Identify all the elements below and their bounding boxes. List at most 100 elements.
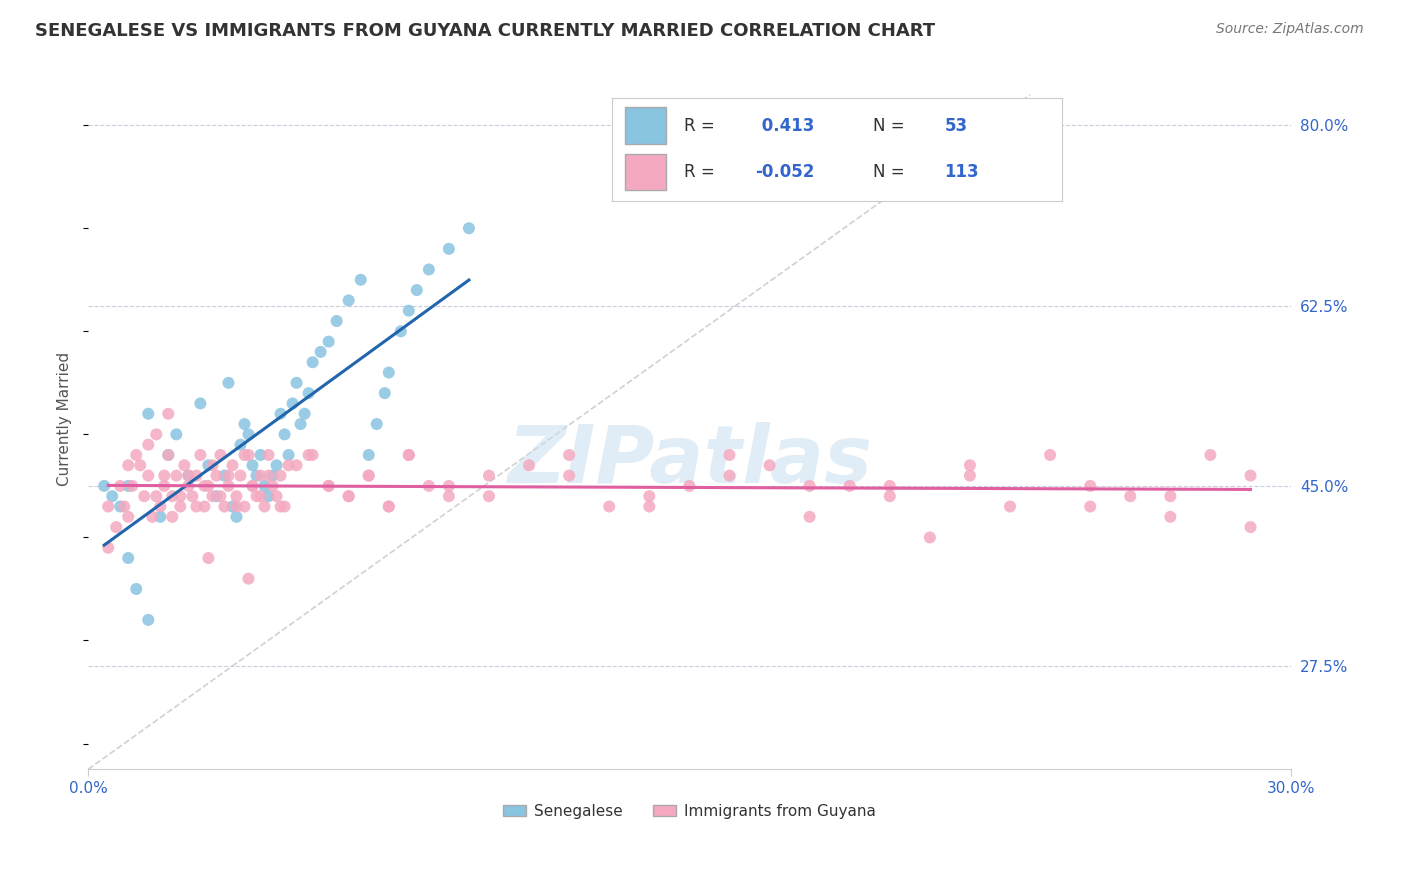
Point [1039,448,1062,462]
Point [221,458,243,473]
Point [136,613,159,627]
Text: SENEGALESE VS IMMIGRANTS FROM GUYANA CURRENTLY MARRIED CORRELATION CHART: SENEGALESE VS IMMIGRANTS FROM GUYANA CUR… [35,22,935,40]
Point [309,345,332,359]
Point [225,509,247,524]
Point [197,479,219,493]
Point [221,500,243,514]
Point [112,500,135,514]
Point [217,468,239,483]
Point [125,448,148,462]
Point [1239,468,1261,483]
Text: 53: 53 [945,117,967,135]
Point [598,500,620,514]
Point [918,530,941,544]
Point [201,458,224,473]
Point [517,458,540,473]
Point [242,458,264,473]
Point [249,489,271,503]
Point [162,489,184,503]
Point [145,427,167,442]
Point [165,427,187,442]
Point [165,468,187,483]
Point [121,479,143,493]
Point [225,489,247,503]
Point [799,479,821,493]
Point [297,386,319,401]
Point [149,500,172,514]
Point [337,489,360,503]
Point [136,438,159,452]
Point [1078,479,1101,493]
Legend: Senegalese, Immigrants from Guyana: Senegalese, Immigrants from Guyana [498,797,882,825]
Point [253,500,276,514]
Point [193,479,215,493]
Point [325,314,347,328]
Point [197,551,219,566]
Point [157,407,180,421]
Point [205,489,228,503]
Point [173,458,195,473]
Point [318,479,340,493]
Point [177,468,200,483]
Point [301,448,323,462]
Point [245,489,267,503]
Point [285,458,308,473]
Point [101,489,124,503]
Point [253,479,276,493]
Point [301,355,323,369]
Point [157,448,180,462]
Point [242,479,264,493]
Point [117,509,139,524]
Point [437,489,460,503]
Point [177,479,200,493]
Text: -0.052: -0.052 [755,163,815,181]
Text: 113: 113 [945,163,979,181]
Text: N =: N = [873,163,904,181]
Text: 0.413: 0.413 [755,117,814,135]
Point [249,468,271,483]
Point [125,582,148,596]
Point [117,458,139,473]
Point [209,489,232,503]
Point [262,479,284,493]
Point [478,468,501,483]
Point [281,396,304,410]
Point [136,468,159,483]
Point [277,448,299,462]
Point [136,407,159,421]
Point [229,438,252,452]
Point [273,500,295,514]
Point [285,376,308,390]
Point [998,500,1021,514]
Point [418,262,440,277]
Point [337,293,360,308]
Point [879,479,901,493]
Point [678,479,700,493]
Point [177,468,200,483]
Point [879,489,901,503]
Point [162,509,184,524]
Point [153,479,176,493]
Point [209,448,232,462]
Point [205,468,228,483]
Point [378,500,401,514]
Point [366,417,388,431]
Point [350,273,373,287]
Point [153,468,176,483]
Point [270,407,292,421]
Point [558,448,581,462]
Point [838,479,860,493]
Point [398,303,420,318]
Point [225,500,247,514]
Point [374,386,396,401]
Point [1159,509,1181,524]
Point [318,479,340,493]
Point [266,489,288,503]
Point [1239,520,1261,534]
Point [129,458,152,473]
Point [169,500,191,514]
Point [201,489,224,503]
Point [117,551,139,566]
Point [257,489,280,503]
Point [197,458,219,473]
